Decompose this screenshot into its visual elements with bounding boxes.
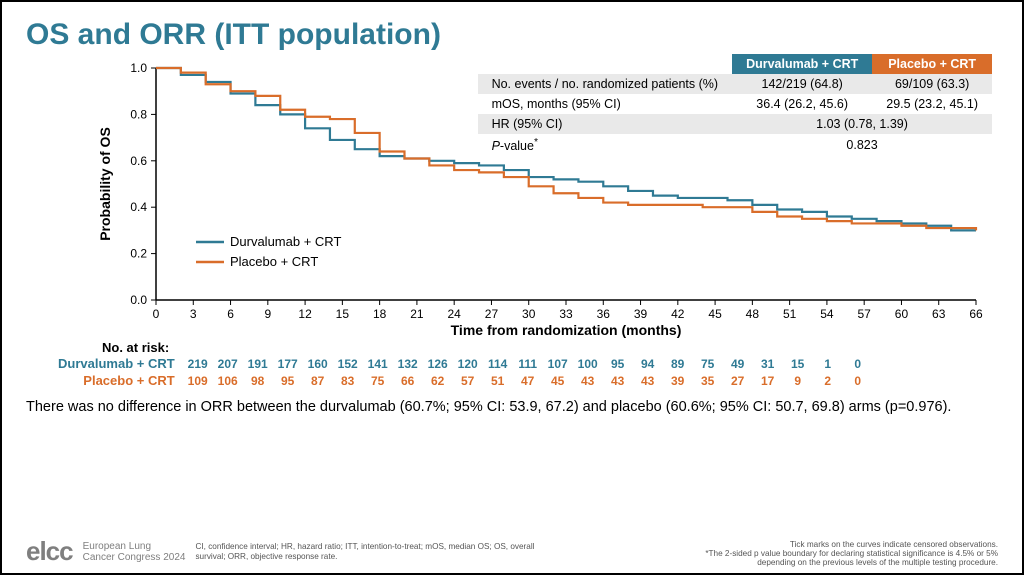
svg-text:0: 0 xyxy=(153,307,160,321)
svg-text:66: 66 xyxy=(969,307,983,321)
svg-text:45: 45 xyxy=(708,307,722,321)
risk-title: No. at risk: xyxy=(102,340,998,355)
svg-text:Durvalumab + CRT: Durvalumab + CRT xyxy=(230,234,341,249)
risk-table: Durvalumab + CRT219207191177160152141132… xyxy=(54,355,873,389)
svg-text:Placebo + CRT: Placebo + CRT xyxy=(230,254,318,269)
svg-text:0.6: 0.6 xyxy=(130,154,147,168)
elcc-logo: elcc xyxy=(26,536,73,567)
svg-text:57: 57 xyxy=(858,307,872,321)
svg-text:42: 42 xyxy=(671,307,685,321)
elcc-sub1: European Lung xyxy=(83,541,186,552)
svg-text:15: 15 xyxy=(336,307,350,321)
svg-text:0.8: 0.8 xyxy=(130,107,147,121)
stats-table: Durvalumab + CRT Placebo + CRT No. event… xyxy=(478,54,992,156)
footnote-2: *The 2-sided p value boundary for declar… xyxy=(678,549,998,567)
svg-text:21: 21 xyxy=(410,307,424,321)
svg-text:30: 30 xyxy=(522,307,536,321)
svg-text:27: 27 xyxy=(485,307,499,321)
svg-text:48: 48 xyxy=(746,307,760,321)
svg-text:18: 18 xyxy=(373,307,387,321)
svg-text:9: 9 xyxy=(264,307,271,321)
svg-text:0.4: 0.4 xyxy=(130,200,147,214)
svg-text:39: 39 xyxy=(634,307,648,321)
chart-area: 0.00.20.40.60.81.00369121518212427303336… xyxy=(26,58,998,338)
stats-col-a: Durvalumab + CRT xyxy=(732,54,872,74)
svg-text:54: 54 xyxy=(820,307,834,321)
svg-text:12: 12 xyxy=(298,307,312,321)
footnote-1: Tick marks on the curves indicate censor… xyxy=(678,540,998,549)
page-title: OS and ORR (ITT population) xyxy=(26,18,998,52)
svg-text:60: 60 xyxy=(895,307,909,321)
svg-text:24: 24 xyxy=(448,307,462,321)
abbrev-text: CI, confidence interval; HR, hazard rati… xyxy=(195,542,535,560)
svg-text:Probability of OS: Probability of OS xyxy=(97,127,113,241)
svg-text:63: 63 xyxy=(932,307,946,321)
svg-text:33: 33 xyxy=(559,307,573,321)
svg-text:6: 6 xyxy=(227,307,234,321)
orr-summary: There was no difference in ORR between t… xyxy=(26,399,998,415)
elcc-sub2: Cancer Congress 2024 xyxy=(83,552,186,563)
svg-text:1.0: 1.0 xyxy=(130,61,147,75)
svg-text:Time from randomization (month: Time from randomization (months) xyxy=(451,322,682,338)
footer: elcc European Lung Cancer Congress 2024 … xyxy=(26,536,998,567)
stats-col-b: Placebo + CRT xyxy=(872,54,992,74)
svg-text:0.2: 0.2 xyxy=(130,247,147,261)
svg-text:0.0: 0.0 xyxy=(130,293,147,307)
svg-text:51: 51 xyxy=(783,307,797,321)
svg-text:36: 36 xyxy=(597,307,611,321)
svg-text:3: 3 xyxy=(190,307,197,321)
